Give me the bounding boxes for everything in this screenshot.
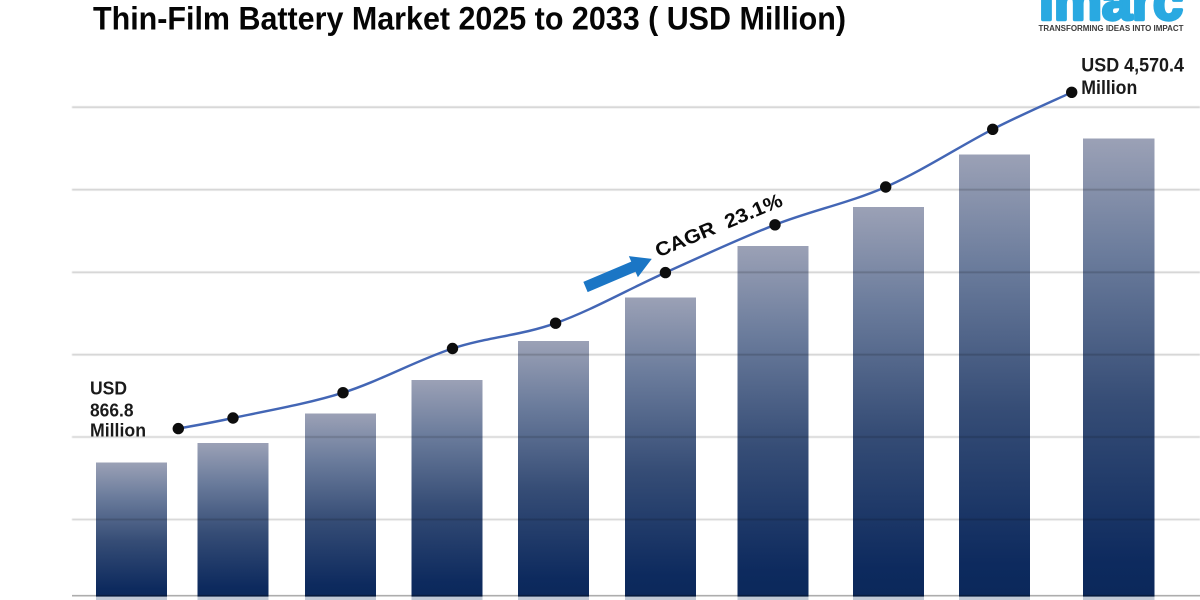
svg-text:USD 4,570.4: USD 4,570.4 — [1081, 55, 1184, 76]
svg-text:866.8: 866.8 — [90, 400, 134, 421]
svg-text:Thin-Film Battery Market 2025: Thin-Film Battery Market 2025 to 2033 ( … — [93, 1, 846, 37]
svg-text:Million: Million — [90, 419, 146, 440]
svg-text:Million: Million — [1081, 78, 1137, 99]
svg-text:imarc: imarc — [1039, 0, 1183, 32]
svg-text:TRANSFORMING IDEAS INTO IMPACT: TRANSFORMING IDEAS INTO IMPACT — [1039, 24, 1184, 33]
svg-text:USD: USD — [90, 378, 127, 399]
